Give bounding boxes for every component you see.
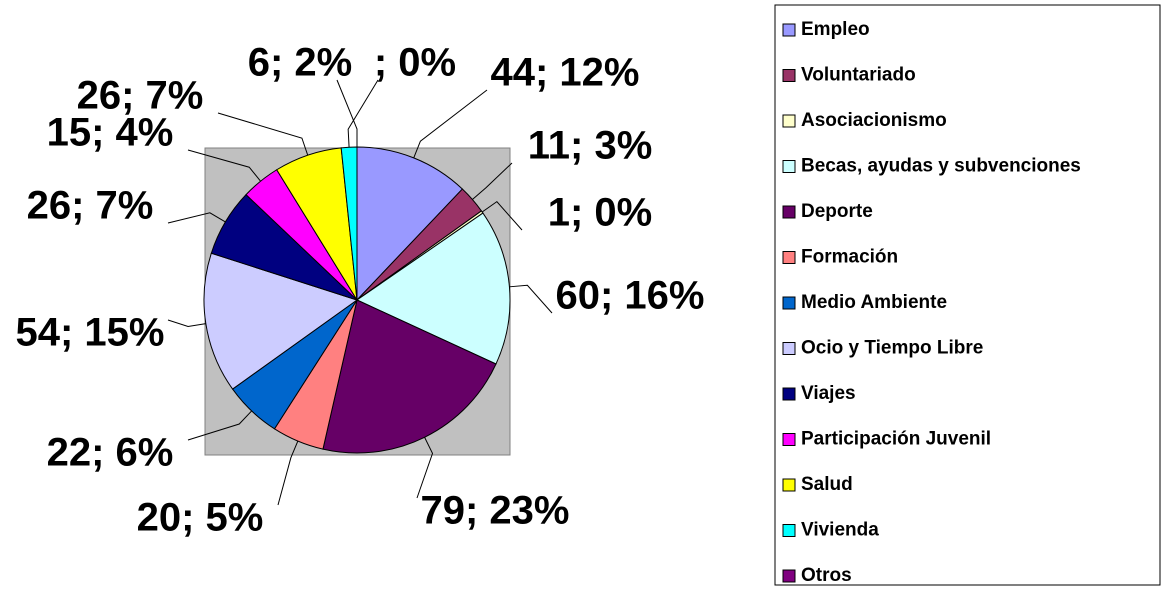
- legend-label: Medio Ambiente: [801, 292, 947, 313]
- legend-label: Ocio y Tiempo Libre: [801, 338, 983, 359]
- legend-swatch: [782, 251, 796, 264]
- data-label: 60; 16%: [556, 274, 705, 318]
- data-label: 1; 0%: [548, 191, 653, 235]
- leader-line: [472, 162, 513, 200]
- legend: [774, 4, 1161, 586]
- data-label: 6; 2%: [248, 41, 353, 85]
- legend-swatch: [782, 23, 796, 37]
- data-label: 15; 4%: [47, 111, 174, 155]
- legend-label: Formación: [801, 247, 898, 268]
- legend-label: Asociacionismo: [801, 110, 947, 131]
- leader-line: [336, 79, 358, 147]
- data-label: 54; 15%: [16, 311, 165, 355]
- legend-swatch: [782, 296, 796, 310]
- leader-line: [481, 200, 523, 231]
- legend-label: Salud: [801, 474, 853, 495]
- legend-swatch: [782, 205, 796, 219]
- legend-label: Becas, ayudas y subvenciones: [801, 156, 1081, 177]
- data-label: 44; 12%: [491, 51, 640, 95]
- leader-line: [413, 89, 488, 159]
- leader-line: [187, 149, 261, 182]
- legend-label: Participación Juvenil: [801, 429, 991, 450]
- data-label: 20; 5%: [137, 496, 264, 540]
- legend-label: Vivienda: [801, 520, 879, 541]
- leader-line: [416, 437, 434, 499]
- leader-line: [509, 284, 553, 314]
- legend-swatch: [782, 114, 796, 128]
- legend-swatch: [782, 160, 796, 173]
- leader-line: [167, 319, 206, 327]
- data-label: 79; 23%: [421, 489, 570, 533]
- legend-swatch: [782, 478, 796, 492]
- legend-label: Empleo: [801, 19, 870, 40]
- data-label: 22; 6%: [47, 431, 174, 475]
- leader-line: [167, 212, 226, 224]
- legend-label: Viajes: [801, 383, 856, 404]
- legend-label: Otros: [801, 565, 852, 586]
- leader-line: [187, 410, 253, 441]
- legend-label: Deporte: [801, 201, 873, 222]
- data-label: ; 0%: [374, 41, 456, 85]
- legend-swatch: [782, 342, 796, 355]
- leader-line: [217, 112, 309, 156]
- data-label: 11; 3%: [528, 124, 653, 168]
- legend-swatch: [782, 387, 796, 401]
- leader-line: [347, 79, 379, 148]
- legend-swatch: [782, 433, 796, 446]
- pie-slice: [322, 299, 497, 454]
- pie-slice: [356, 146, 464, 302]
- legend-label: Voluntariado: [801, 65, 916, 86]
- legend-swatch: [782, 524, 796, 537]
- legend-swatch: [782, 569, 796, 583]
- leader-line: [277, 440, 299, 506]
- legend-swatch: [782, 69, 796, 82]
- data-label: 26; 7%: [27, 184, 154, 228]
- data-label: 26; 7%: [77, 74, 204, 118]
